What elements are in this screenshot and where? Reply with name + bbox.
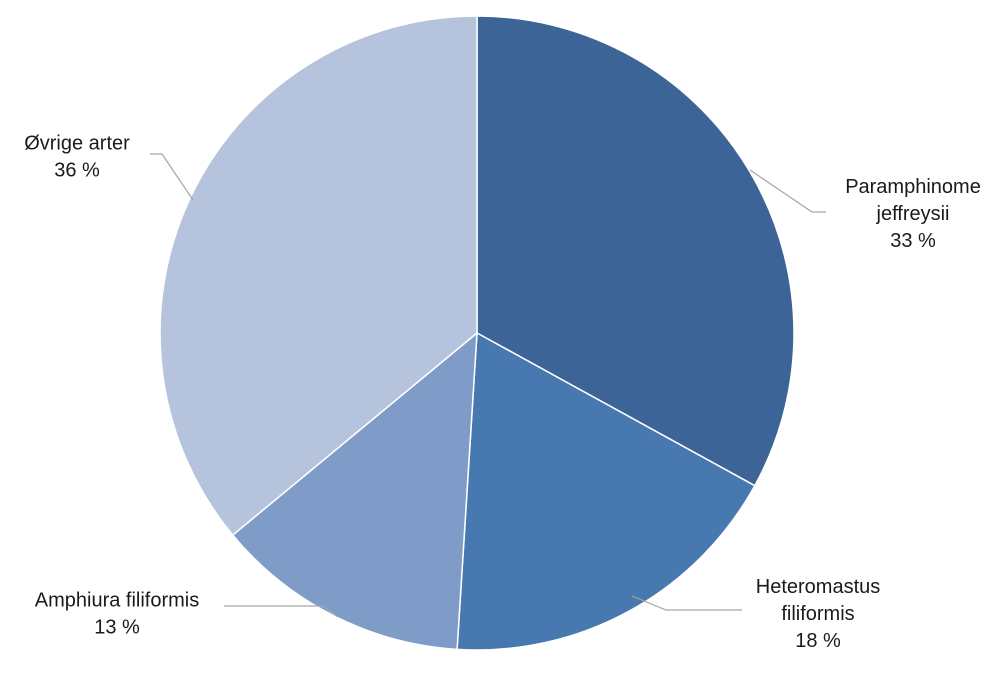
pie-slices [159,15,795,651]
pie-slice-paramphinome-jeffreysii [476,15,795,487]
slice-name-label: Amphiura filiformis [35,590,199,612]
slice-name-label: jeffreysii [876,203,950,225]
slice-name-label: Heteromastus [756,576,881,598]
pie-slice-amphiura-filiformis [231,331,478,651]
leader-lines [150,153,826,618]
slice-label: Amphiura filiformis 13 % [35,590,199,639]
slice-value-label: 36 % [54,160,100,182]
slice-name-label: Øvrige arter [24,133,130,155]
slice-labels: Paramphinome jeffreysii 33 % Heteromastus fi… [24,133,981,653]
slice-value-label: 18 % [795,630,841,652]
pie-slice-heteromastus-filiformis [456,331,756,651]
slice-value-label: 13 % [94,617,140,639]
leader-line [749,169,826,213]
leader-line [224,605,339,618]
slice-label: Paramphinome jeffreysii 33 % [845,176,981,252]
leader-line [631,595,742,611]
pie-slice-øvrige-arter [159,15,478,537]
slice-value-label: 33 % [890,230,936,252]
slice-label: Øvrige arter 36 % [24,133,130,182]
slice-name-label: filiformis [781,603,854,625]
slice-label: Heteromastus filiformis 18 % [756,576,881,652]
slice-name-label: Paramphinome [845,176,981,198]
leader-line [150,153,194,201]
